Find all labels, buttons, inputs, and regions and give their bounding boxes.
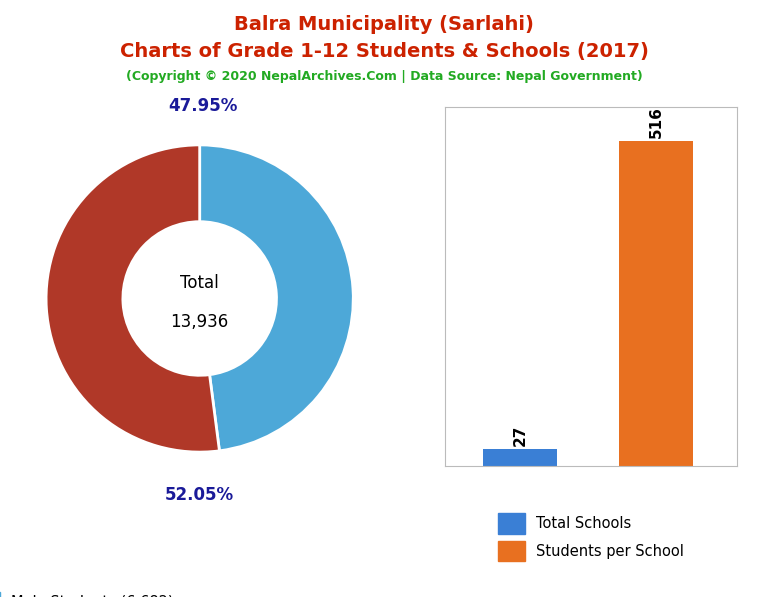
Wedge shape (46, 145, 220, 452)
Legend: Total Schools, Students per School: Total Schools, Students per School (494, 509, 689, 566)
Wedge shape (200, 145, 353, 451)
Text: 52.05%: 52.05% (165, 486, 234, 504)
Legend: Male Students (6,682), Female Students (7,254): Male Students (6,682), Female Students (… (0, 587, 197, 597)
Text: (Copyright © 2020 NepalArchives.Com | Data Source: Nepal Government): (Copyright © 2020 NepalArchives.Com | Da… (126, 70, 642, 84)
Text: Total: Total (180, 274, 219, 292)
Text: 13,936: 13,936 (170, 313, 229, 331)
Text: Charts of Grade 1-12 Students & Schools (2017): Charts of Grade 1-12 Students & Schools … (120, 42, 648, 61)
Bar (483, 449, 558, 466)
Text: Balra Municipality (Sarlahi): Balra Municipality (Sarlahi) (234, 15, 534, 34)
Text: 27: 27 (512, 424, 528, 445)
Text: 47.95%: 47.95% (168, 97, 237, 115)
Text: 516: 516 (648, 106, 664, 139)
Bar (618, 141, 694, 466)
